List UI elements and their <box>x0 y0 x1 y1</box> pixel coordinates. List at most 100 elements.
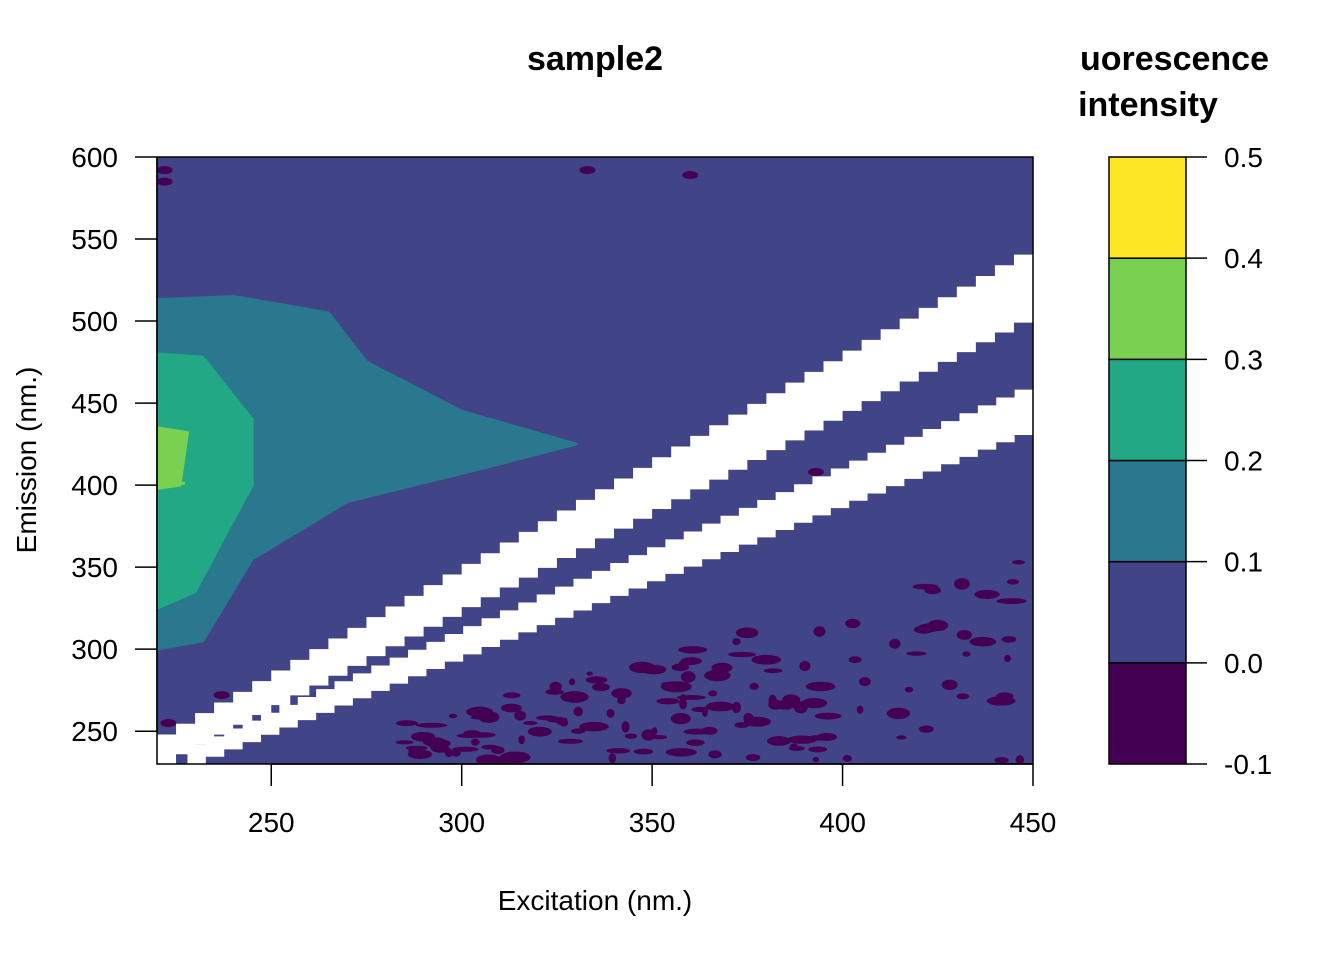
x-tick-label: 450 <box>1010 807 1057 838</box>
negative-speckle <box>502 692 521 699</box>
negative-speckle <box>1015 755 1025 764</box>
negative-speckle <box>969 636 997 647</box>
legend-swatch <box>1108 560 1187 664</box>
negative-speckle <box>886 707 911 720</box>
plot-area <box>157 157 1033 764</box>
legend-tick-label: -0.1 <box>1224 749 1272 780</box>
negative-speckle <box>586 671 593 676</box>
bright-streak <box>157 455 185 459</box>
negative-speckle <box>735 627 759 639</box>
chart-title: sample2 <box>527 40 663 78</box>
negative-speckle <box>448 713 458 719</box>
negative-speckle <box>1001 636 1017 643</box>
legend-tick-label: 0.5 <box>1224 142 1263 173</box>
negative-speckle <box>994 757 1009 764</box>
negative-speckle <box>157 177 173 186</box>
negative-speckle <box>956 629 972 640</box>
negative-speckle <box>573 706 583 717</box>
negative-speckle <box>641 729 656 741</box>
negative-speckle <box>527 726 552 737</box>
negative-speckle <box>856 705 864 714</box>
negative-speckle <box>495 754 524 764</box>
scatter-bands <box>157 243 1033 764</box>
negative-speckle <box>633 748 654 755</box>
negative-speckle <box>624 733 638 739</box>
negative-speckle <box>683 728 710 735</box>
negative-speckle <box>813 626 826 637</box>
negative-speckle <box>708 750 722 759</box>
negative-speckle <box>691 706 708 712</box>
negative-speckle <box>491 746 505 755</box>
negative-speckle <box>768 694 777 707</box>
x-tick-label: 400 <box>819 807 866 838</box>
negative-speckle <box>408 747 418 755</box>
negative-speckle <box>678 646 708 654</box>
negative-speckle <box>395 740 414 745</box>
negative-speckle <box>670 713 691 725</box>
negative-speckle <box>608 753 617 764</box>
negative-speckle <box>783 704 793 710</box>
negative-speckle <box>858 677 871 687</box>
scatter-band-1 <box>157 243 1033 764</box>
negative-speckle <box>904 686 914 693</box>
y-tick-label: 550 <box>71 224 118 255</box>
negative-speckle <box>917 623 942 633</box>
legend-ticks: -0.1 0.0 0.1 0.2 0.3 0.4 0.5 <box>1186 142 1272 780</box>
scatter-band-2 <box>187 381 1033 764</box>
negative-speckle <box>656 698 680 705</box>
negative-speckle <box>1004 654 1012 663</box>
negative-speckle <box>591 682 610 692</box>
negative-speckle <box>941 679 958 690</box>
negative-speckle <box>986 696 1016 706</box>
negative-speckle <box>160 718 177 727</box>
negative-speckle <box>924 586 941 595</box>
contour-region-0.2 <box>157 352 254 610</box>
negative-speckle <box>641 664 667 675</box>
negative-speckle <box>682 171 699 180</box>
negative-speckle <box>906 651 927 656</box>
legend-swatch <box>1108 459 1187 563</box>
negative-speckle <box>606 708 615 718</box>
negative-speckle <box>743 716 771 727</box>
legend-swatch <box>1108 358 1187 462</box>
negative-speckle <box>678 660 697 666</box>
negative-speckle <box>444 748 454 758</box>
x-axis: 250 300 350 400 450 <box>248 763 1057 838</box>
y-tick-label: 450 <box>71 388 118 419</box>
negative-speckle <box>788 701 817 706</box>
negative-speckle <box>518 735 526 745</box>
negative-speckle <box>514 710 527 721</box>
legend-tick-label: 0.3 <box>1224 344 1263 375</box>
negative-speckle <box>789 743 799 750</box>
negative-speckle <box>728 651 757 658</box>
legend-title-line1: uorescence <box>1080 40 1269 78</box>
x-tick-label: 250 <box>248 807 295 838</box>
negative-speckle <box>731 701 742 714</box>
negative-speckle <box>415 722 448 728</box>
negative-speckle <box>475 754 502 764</box>
negative-speckle <box>395 720 419 727</box>
negative-speckle <box>450 750 461 757</box>
legend-tick-label: 0.2 <box>1224 446 1263 477</box>
negative-speckle <box>611 688 632 699</box>
negative-speckle <box>621 721 630 733</box>
legend-tick-label: 0.4 <box>1224 243 1263 274</box>
negative-speckle <box>430 744 450 753</box>
negative-speckle <box>996 598 1027 605</box>
negative-speckle <box>896 735 907 740</box>
contour-regions <box>157 294 578 651</box>
negative-speckle <box>557 738 584 744</box>
negative-speckle <box>569 678 576 686</box>
negative-speckle <box>953 578 970 590</box>
negative-speckle <box>749 682 759 690</box>
negative-speckle <box>523 720 538 726</box>
negative-speckle <box>556 719 565 725</box>
negative-speckle <box>845 618 861 629</box>
negative-speckle <box>456 733 483 739</box>
contour-region-0.1 <box>157 294 578 651</box>
x-tick-label: 300 <box>438 807 485 838</box>
negative-speckle <box>1012 560 1026 565</box>
negative-speckle <box>763 668 783 674</box>
negative-speckle <box>665 748 697 757</box>
